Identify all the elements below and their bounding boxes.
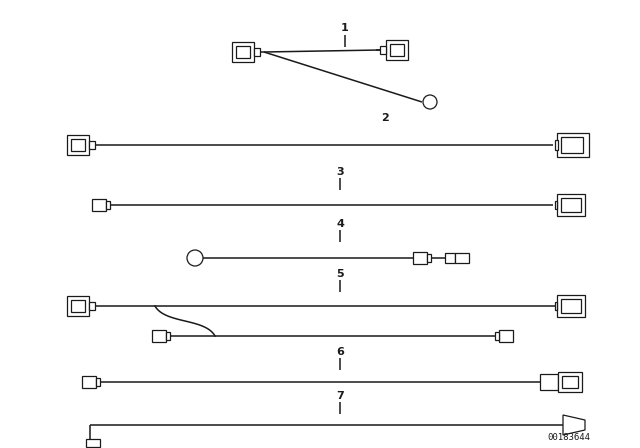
Text: 7: 7 xyxy=(336,391,344,401)
Bar xyxy=(89,302,95,310)
Bar xyxy=(413,252,427,264)
Text: 1: 1 xyxy=(341,23,349,33)
Text: 6: 6 xyxy=(336,347,344,357)
Bar xyxy=(92,199,106,211)
Bar xyxy=(96,378,100,386)
Bar xyxy=(82,376,96,388)
Bar xyxy=(555,201,557,209)
Bar xyxy=(254,48,260,56)
Bar xyxy=(67,135,89,155)
Bar xyxy=(495,332,499,340)
Bar xyxy=(561,137,583,153)
Bar xyxy=(558,372,582,392)
Text: 5: 5 xyxy=(336,269,344,279)
Bar xyxy=(71,300,85,312)
Bar xyxy=(557,133,589,157)
Bar xyxy=(386,40,408,60)
Bar xyxy=(427,254,431,262)
Text: 3: 3 xyxy=(336,167,344,177)
Bar xyxy=(106,201,110,209)
Bar xyxy=(562,376,578,388)
Bar xyxy=(540,374,558,390)
Text: 2: 2 xyxy=(381,113,389,123)
Bar xyxy=(380,46,386,54)
Bar xyxy=(557,295,585,317)
Text: 00183644: 00183644 xyxy=(547,434,590,443)
Bar xyxy=(555,140,558,150)
Circle shape xyxy=(423,95,437,109)
Bar xyxy=(89,141,95,149)
Bar xyxy=(455,253,469,263)
Bar xyxy=(71,139,85,151)
Bar xyxy=(67,296,89,316)
Bar xyxy=(152,330,166,342)
Bar xyxy=(232,42,254,62)
Bar xyxy=(236,46,250,58)
Polygon shape xyxy=(563,415,585,435)
Bar xyxy=(499,330,513,342)
Text: 4: 4 xyxy=(336,219,344,229)
Bar xyxy=(166,332,170,340)
Bar xyxy=(86,439,100,447)
Bar xyxy=(557,194,585,216)
Bar xyxy=(561,299,581,313)
Circle shape xyxy=(187,250,203,266)
Bar xyxy=(445,253,455,263)
Bar xyxy=(561,198,581,212)
Bar xyxy=(390,44,404,56)
Bar xyxy=(555,302,557,310)
